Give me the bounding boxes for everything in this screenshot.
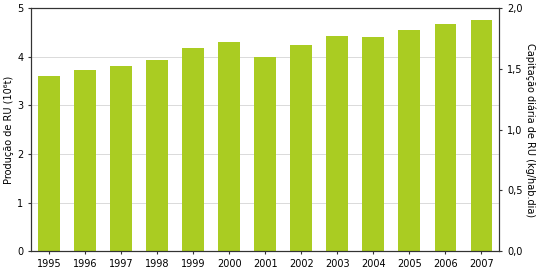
- Y-axis label: Produção de RU (10⁶t): Produção de RU (10⁶t): [4, 76, 14, 184]
- Bar: [254, 57, 276, 251]
- Bar: [110, 66, 132, 251]
- Bar: [291, 44, 312, 251]
- Bar: [362, 37, 384, 251]
- Bar: [74, 70, 96, 251]
- Bar: [182, 48, 204, 251]
- Bar: [326, 36, 348, 251]
- Bar: [470, 20, 492, 251]
- Bar: [38, 76, 59, 251]
- Bar: [146, 60, 168, 251]
- Bar: [435, 24, 456, 251]
- Y-axis label: Capitação diária de RU (kg/hab.dia): Capitação diária de RU (kg/hab.dia): [525, 43, 536, 217]
- Bar: [218, 42, 240, 251]
- Bar: [399, 30, 420, 251]
